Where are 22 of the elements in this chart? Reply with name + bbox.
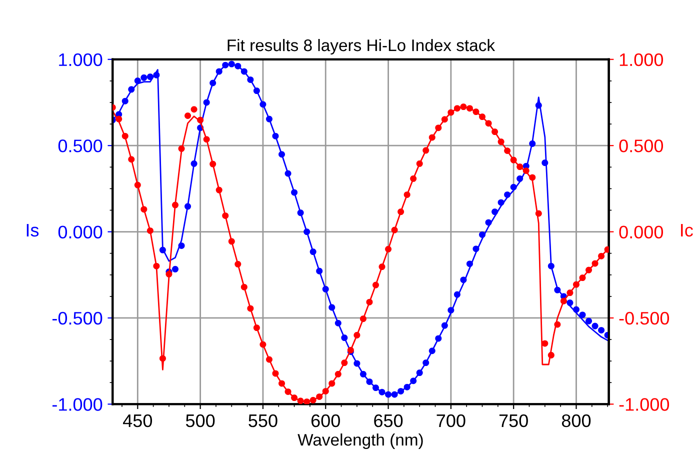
y-tick-label: 0.000 (58, 226, 102, 238)
y-tick-label: 0.500 (58, 140, 102, 152)
y2-axis-title: Ic (681, 224, 693, 237)
x-axis-title: Wavelength (nm) (298, 433, 423, 450)
x-tick-label: 450 (123, 414, 152, 428)
x-tick-label: 750 (499, 414, 528, 428)
y2-tick-label: 0.000 (619, 226, 664, 238)
y-tick-label: -0.500 (52, 312, 102, 325)
y-tick-label: -1.000 (52, 398, 102, 411)
y2-tick-label: -0.500 (619, 312, 670, 325)
y2-tick-label: 1.000 (620, 53, 664, 66)
x-tick-label: 650 (374, 414, 403, 428)
y2-tick-label: 0.500 (619, 140, 664, 152)
x-tick-label: 500 (186, 414, 215, 428)
x-tick-label: 550 (248, 414, 278, 428)
chart-title: Fit results 8 layers Hi-Lo Index stack (228, 38, 496, 55)
y-axis-title: Is (26, 224, 39, 237)
y-tick-label: 1.000 (59, 53, 102, 66)
x-tick-label: 800 (562, 414, 591, 428)
y2-tick-label: -1.000 (619, 398, 670, 411)
x-tick-label: 700 (436, 414, 466, 428)
x-tick-label: 600 (311, 414, 340, 428)
